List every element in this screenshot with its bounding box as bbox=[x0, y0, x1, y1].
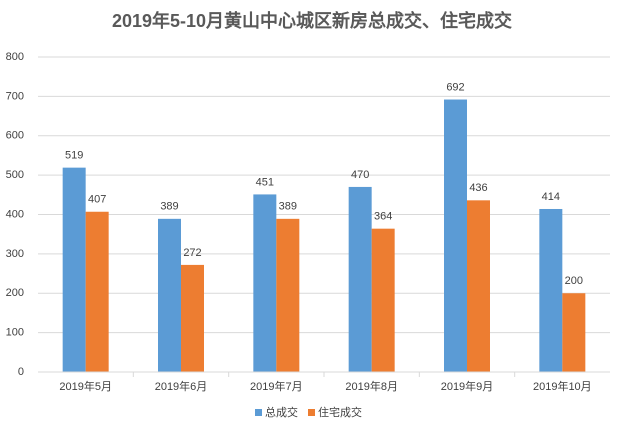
data-label: 414 bbox=[542, 191, 560, 203]
chart-title: 2019年5-10月黄山中心城区新房总成交、住宅成交 bbox=[112, 10, 512, 31]
bar bbox=[158, 218, 181, 372]
bar bbox=[276, 218, 300, 372]
legend-swatch bbox=[308, 409, 315, 416]
bar bbox=[539, 208, 563, 372]
bar bbox=[181, 264, 204, 372]
data-label: 407 bbox=[88, 194, 106, 206]
bar bbox=[444, 99, 467, 373]
x-tick-label: 2019年7月 bbox=[250, 379, 303, 393]
bar bbox=[348, 186, 372, 372]
data-label: 389 bbox=[160, 201, 178, 213]
data-label: 451 bbox=[256, 176, 274, 188]
x-tick-label: 2019年6月 bbox=[155, 379, 208, 393]
legend-label: 住宅成交 bbox=[318, 405, 362, 419]
x-tick-label: 2019年9月 bbox=[441, 379, 494, 393]
data-label: 436 bbox=[469, 182, 487, 194]
bar bbox=[62, 167, 86, 372]
y-tick-label: 200 bbox=[6, 287, 24, 299]
data-label: 364 bbox=[374, 211, 392, 223]
bar bbox=[562, 293, 586, 372]
x-tick-label: 2019年10月 bbox=[533, 379, 592, 393]
bar bbox=[85, 211, 109, 372]
data-label: 470 bbox=[351, 169, 369, 181]
y-tick-label: 300 bbox=[6, 248, 24, 260]
y-tick-label: 500 bbox=[6, 169, 24, 181]
data-label: 389 bbox=[279, 201, 297, 213]
data-label: 692 bbox=[446, 81, 464, 93]
y-tick-label: 700 bbox=[6, 90, 24, 102]
data-label: 272 bbox=[183, 247, 201, 259]
x-tick-label: 2019年5月 bbox=[59, 379, 112, 393]
y-tick-label: 400 bbox=[6, 208, 24, 220]
data-label: 519 bbox=[65, 150, 83, 162]
y-tick-label: 0 bbox=[18, 366, 24, 378]
y-tick-label: 100 bbox=[6, 327, 24, 339]
legend-swatch bbox=[255, 409, 262, 416]
bar bbox=[467, 200, 490, 372]
y-tick-label: 800 bbox=[6, 51, 24, 63]
x-tick-label: 2019年8月 bbox=[345, 379, 398, 393]
y-tick-label: 600 bbox=[6, 130, 24, 142]
bar bbox=[253, 194, 277, 372]
legend-label: 总成交 bbox=[265, 405, 298, 419]
data-label: 200 bbox=[565, 275, 583, 287]
bar bbox=[371, 228, 395, 372]
